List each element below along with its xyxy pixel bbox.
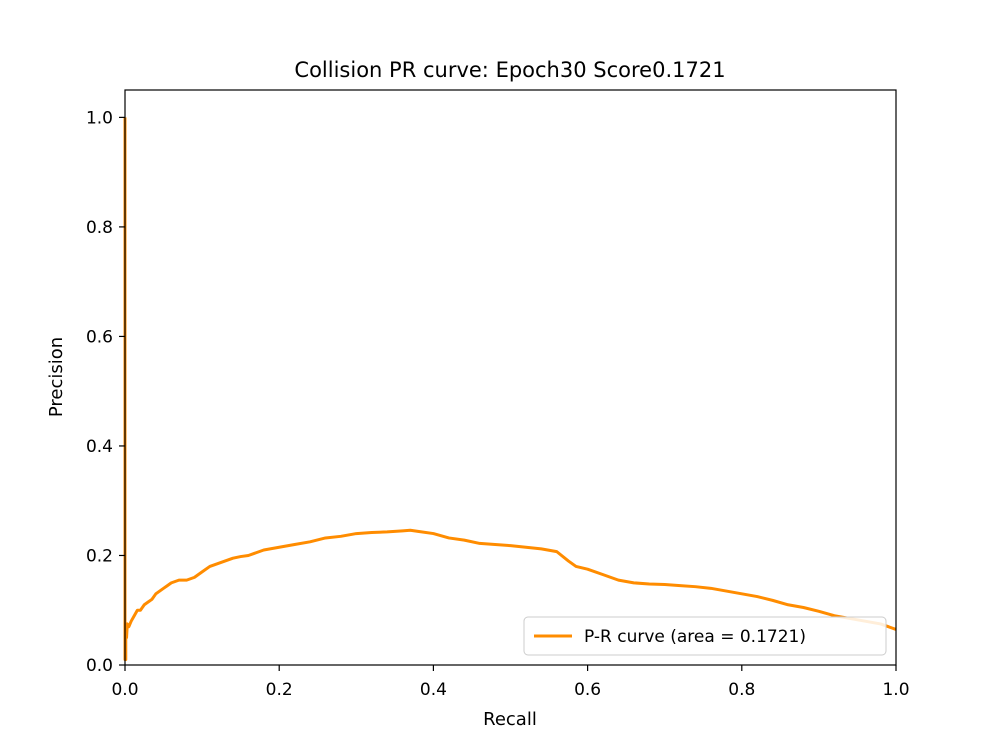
- x-tick-label: 0.6: [574, 680, 601, 700]
- x-tick-label: 0.0: [111, 680, 138, 700]
- x-tick-label: 0.4: [420, 680, 447, 700]
- legend-box: [523, 616, 887, 656]
- y-axis-label: Precision: [46, 337, 67, 417]
- x-axis: 0.0 0.2 0.4 0.6 0.8 1.0: [111, 665, 910, 700]
- x-tick-label: 0.8: [728, 680, 755, 700]
- y-tick-label: 0.0: [86, 656, 113, 676]
- x-tick-label: 1.0: [882, 680, 909, 700]
- y-tick-label: 0.2: [86, 546, 113, 566]
- y-tick-label: 1.0: [86, 108, 113, 128]
- y-tick-label: 0.4: [86, 437, 113, 457]
- y-tick-label: 0.8: [86, 218, 113, 238]
- chart-title: Collision PR curve: Epoch30 Score0.1721: [294, 58, 725, 82]
- x-tick-label: 0.2: [266, 680, 293, 700]
- plot-frame: [124, 89, 897, 666]
- series-line-0: [123, 117, 897, 662]
- legend-entry-label: P-R curve (area = 0.1721): [584, 627, 806, 647]
- y-tick-label: 0.6: [86, 327, 113, 347]
- plot-area: [123, 89, 897, 666]
- x-axis-label: Recall: [483, 709, 537, 730]
- legend: P-R curve (area = 0.1721): [523, 616, 887, 656]
- y-axis: 0.0 0.2 0.4 0.6 0.8 1.0: [86, 108, 125, 676]
